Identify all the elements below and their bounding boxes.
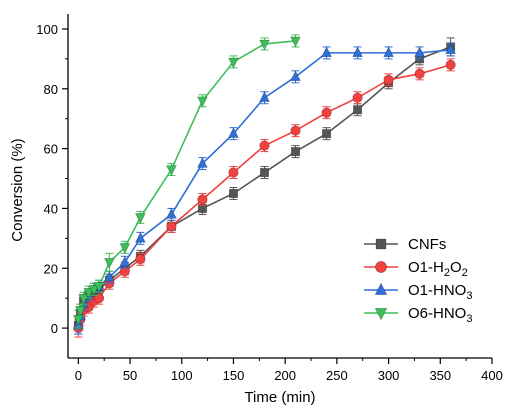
data-point-o6-hno3 xyxy=(135,213,146,224)
data-point-o6-hno3 xyxy=(83,288,94,299)
data-point-o1-h2o2 xyxy=(135,254,146,265)
x-tick-label: 50 xyxy=(123,368,137,383)
legend-item-o1-h2o2: O1-H2O2 xyxy=(364,259,468,279)
x-tick-label: 150 xyxy=(223,368,245,383)
data-point-o1-h2o2 xyxy=(414,68,425,79)
x-tick-label: 100 xyxy=(171,368,193,383)
legend-label: O1-H2O2 xyxy=(408,259,468,279)
data-point-o1-h2o2 xyxy=(228,167,239,178)
series-layer xyxy=(73,34,456,338)
legend-item-cnfs: CNFs xyxy=(364,236,446,253)
y-axis-label: Conversion (%) xyxy=(9,138,26,241)
x-tick-label: 200 xyxy=(274,368,296,383)
data-point-o1-h2o2 xyxy=(259,140,270,151)
data-point-o1-hno3 xyxy=(104,270,115,282)
data-point-o1-hno3 xyxy=(352,46,363,58)
axes: 0 50 100 150 200 250 300 350 400 0 20 40 60 80 100 xyxy=(36,14,503,383)
y-tick-label: 100 xyxy=(36,22,58,37)
data-point-o1-h2o2 xyxy=(321,107,332,118)
x-tick-label: 400 xyxy=(481,368,503,383)
data-point-o6-hno3 xyxy=(166,165,177,177)
data-point-o6-hno3 xyxy=(75,305,86,317)
legend-swatch-marker xyxy=(374,308,388,321)
legend-label: O6-HNO3 xyxy=(408,305,472,325)
legend-swatch-marker xyxy=(375,261,387,273)
data-point-o6-hno3 xyxy=(104,258,115,269)
x-tick-label: 250 xyxy=(326,368,348,383)
y-tick-label: 0 xyxy=(51,321,58,336)
data-point-o1-hno3 xyxy=(119,255,131,267)
data-point-o6-hno3 xyxy=(259,39,270,51)
legend-swatch-marker xyxy=(375,238,387,250)
data-point-o1-h2o2 xyxy=(290,125,301,136)
legend: CNFs O1-H2O2 O1-HNO3 O6-HNO3 xyxy=(364,236,472,325)
legend-item-o1-hno3: O1-HNO3 xyxy=(364,282,472,302)
data-point-o6-hno3 xyxy=(88,285,100,296)
data-point-o6-hno3 xyxy=(119,243,131,254)
data-point-o6-hno3 xyxy=(78,294,89,305)
data-point-o1-hno3 xyxy=(197,157,208,168)
data-point-cnfs xyxy=(353,105,363,115)
y-tick-label: 60 xyxy=(44,142,58,157)
data-point-cnfs xyxy=(322,129,332,139)
data-point-o1-hno3 xyxy=(166,207,177,219)
data-point-o1-hno3 xyxy=(135,231,146,243)
series-line-cnfs xyxy=(77,46,451,326)
x-axis-label: Time (min) xyxy=(244,389,315,406)
data-point-o1-h2o2 xyxy=(93,293,105,304)
legend-swatch-marker xyxy=(374,282,388,295)
x-tick-label: 350 xyxy=(429,368,451,383)
data-point-cnfs xyxy=(259,168,269,178)
data-point-o1-h2o2 xyxy=(197,194,208,205)
data-point-cnfs xyxy=(228,188,238,198)
series-line-o1-hno3 xyxy=(77,49,451,326)
y-tick-label: 20 xyxy=(44,261,58,276)
data-point-o1-hno3 xyxy=(414,46,425,58)
data-point-o6-hno3 xyxy=(93,282,105,293)
data-point-o6-hno3 xyxy=(73,314,84,326)
y-tick-label: 40 xyxy=(44,201,58,216)
data-point-o1-h2o2 xyxy=(445,59,456,70)
series-o6-hno3 xyxy=(73,34,301,329)
legend-label: O1-HNO3 xyxy=(408,282,472,302)
data-point-o1-hno3 xyxy=(445,43,456,55)
data-point-o1-hno3 xyxy=(290,70,301,81)
data-point-o6-hno3 xyxy=(197,96,208,108)
x-tick-label: 300 xyxy=(378,368,400,383)
series-line-o1-h2o2 xyxy=(77,64,451,329)
data-point-o1-h2o2 xyxy=(166,221,177,232)
y-tick-label: 80 xyxy=(44,82,58,97)
legend-label: CNFs xyxy=(408,236,446,253)
x-tick-label: 0 xyxy=(75,368,82,383)
legend-item-o6-hno3: O6-HNO3 xyxy=(364,305,472,325)
data-point-o1-h2o2 xyxy=(383,74,394,85)
data-point-o1-hno3 xyxy=(228,127,239,138)
data-point-o6-hno3 xyxy=(290,36,301,48)
data-point-o1-h2o2 xyxy=(352,92,363,103)
data-point-cnfs xyxy=(291,147,301,157)
data-point-o6-hno3 xyxy=(228,57,239,69)
data-point-o1-hno3 xyxy=(383,46,394,58)
data-point-o1-hno3 xyxy=(259,91,270,102)
series-o1-hno3 xyxy=(73,43,456,335)
data-point-o1-hno3 xyxy=(321,46,332,58)
